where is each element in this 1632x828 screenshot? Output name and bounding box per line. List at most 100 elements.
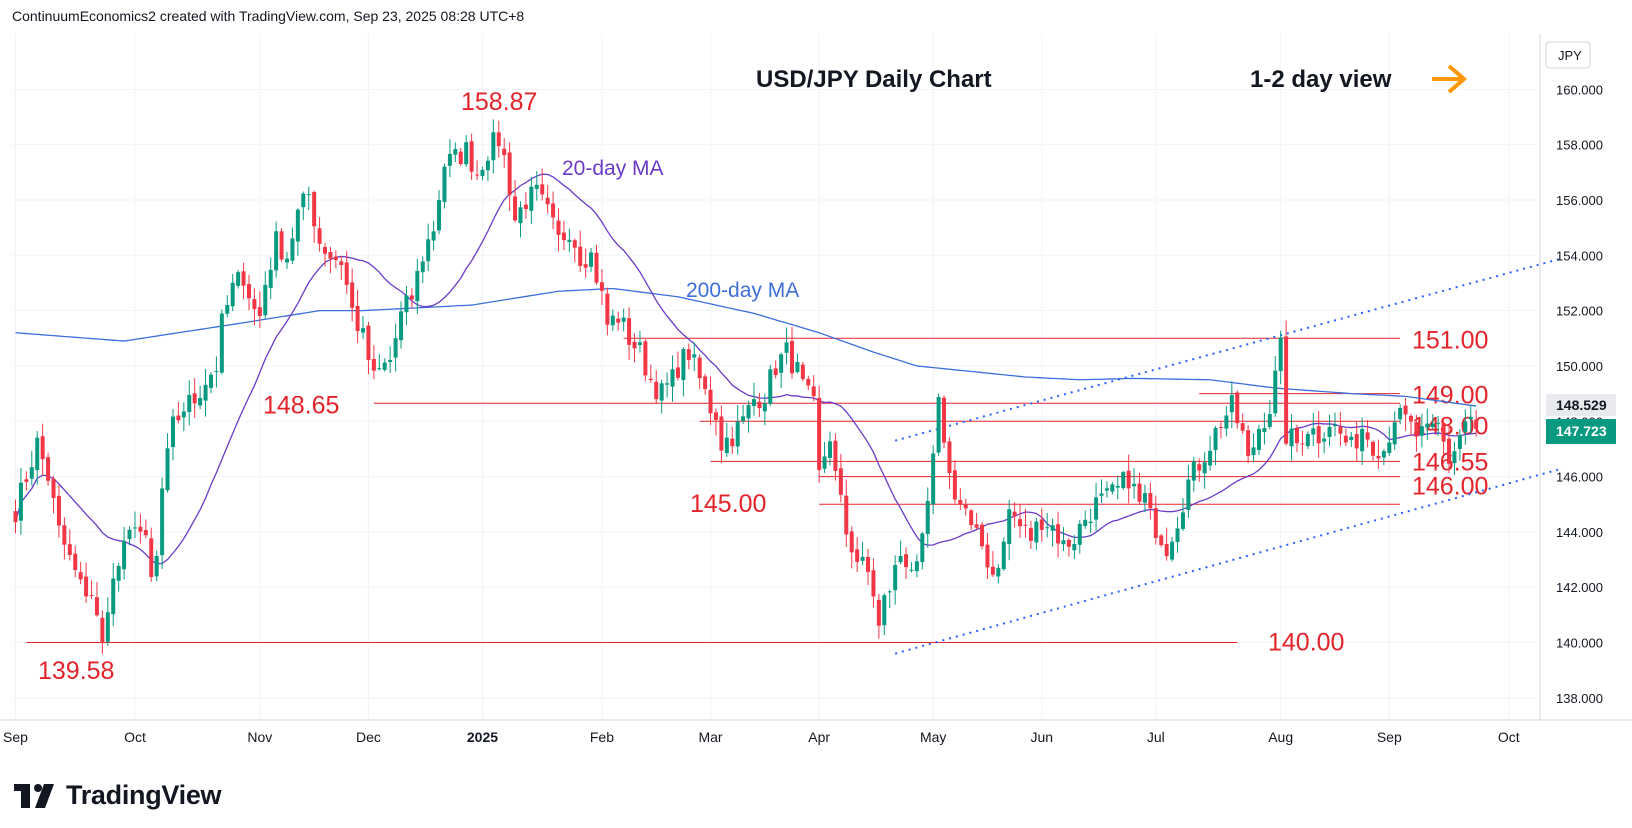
candle-body — [692, 354, 697, 358]
time-axis[interactable]: Sep Oct Nov Dec 2025 Feb Mar Apr May Jun Jul Aug Sep… — [0, 719, 1632, 745]
candle-body — [686, 349, 691, 360]
candle-body — [295, 209, 300, 242]
candle-body — [795, 361, 800, 373]
candle-body — [1050, 525, 1055, 531]
candle-down — [844, 479, 849, 548]
candle-up — [1077, 520, 1082, 554]
candle-up — [1392, 411, 1397, 450]
candle-body — [333, 256, 338, 260]
candle-body — [735, 421, 740, 447]
candle-body — [1056, 524, 1061, 544]
candle-up — [920, 531, 925, 570]
price-axis[interactable]: JPY 160.000 158.000 156.000 154.000 152.000 1… — [1539, 34, 1616, 720]
candle-up — [1115, 475, 1120, 500]
candle-up — [795, 353, 800, 374]
candle-body — [1300, 443, 1305, 445]
tradingview-logo[interactable]: TradingView — [14, 780, 222, 811]
candle-body — [399, 311, 404, 341]
candle-body — [969, 510, 974, 526]
candle-down — [312, 190, 317, 243]
candle-body — [105, 612, 110, 642]
candle-body — [828, 441, 832, 458]
candle-down — [675, 351, 680, 381]
candle-down — [56, 484, 61, 538]
candlestick-chart[interactable]: 151.00149.00148.65148.00146.55146.00145.… — [0, 0, 1632, 770]
candle-down — [1316, 410, 1321, 458]
ma200-value-badge — [1546, 394, 1616, 416]
time-tick-label: Apr — [808, 729, 830, 745]
candle-body — [507, 152, 512, 195]
candle-up — [1083, 510, 1088, 529]
candle-down — [789, 326, 794, 379]
candle-body — [393, 338, 398, 358]
candle-body — [1332, 424, 1337, 426]
candle-up — [1327, 414, 1332, 447]
currency-badge[interactable] — [1545, 41, 1591, 69]
candle-up — [1191, 456, 1196, 492]
candle-body — [94, 597, 99, 616]
candle-up — [170, 409, 175, 461]
candle-body — [1392, 422, 1397, 445]
candle-body — [648, 378, 653, 381]
candle-up — [377, 354, 382, 371]
candle-body — [1376, 456, 1381, 459]
candle-up — [1142, 484, 1147, 513]
candle-down — [1354, 422, 1359, 462]
candle-body — [122, 540, 127, 570]
candle-down — [876, 593, 881, 639]
candle-body — [312, 192, 317, 227]
candle-down — [469, 133, 474, 181]
candle-down — [1148, 482, 1153, 520]
candle-up — [404, 285, 409, 326]
candle-up — [198, 385, 203, 410]
candle-body — [78, 572, 83, 580]
candle-body — [100, 617, 105, 644]
price-tick-label: 152.000 — [1556, 304, 1603, 319]
candle-body — [931, 453, 936, 505]
candle-down — [176, 401, 181, 424]
price-tick-label: 160.000 — [1556, 82, 1603, 97]
candle-body — [236, 272, 241, 286]
candle-body — [627, 318, 632, 345]
candle-body — [1094, 497, 1099, 520]
candle-down — [855, 537, 860, 572]
candle-down — [328, 246, 333, 274]
candle-up — [1001, 537, 1006, 571]
candle-up — [1468, 404, 1473, 434]
candle-down — [143, 519, 148, 539]
candle-body — [1039, 519, 1044, 530]
candle-down — [73, 545, 78, 578]
candle-up — [1463, 409, 1468, 445]
candle-up — [925, 487, 930, 548]
candle-up — [1305, 431, 1310, 449]
candle-down — [838, 453, 843, 503]
candle-up — [659, 379, 664, 414]
candle-up — [1430, 414, 1435, 430]
candle-down — [1164, 527, 1169, 561]
candle-down — [990, 551, 995, 578]
candle-body — [1398, 407, 1403, 420]
candle-body — [1126, 470, 1131, 489]
candle-body — [127, 529, 132, 540]
candle-down — [78, 561, 83, 585]
candle-up — [1398, 404, 1403, 425]
candle-down — [703, 373, 708, 395]
candle-body — [170, 416, 175, 448]
candle-down — [551, 191, 556, 230]
candle-up — [208, 372, 213, 394]
candle-up — [453, 142, 458, 163]
candle-down — [62, 517, 67, 560]
candle-down — [350, 268, 355, 322]
candle-up — [29, 450, 34, 486]
candle-body — [914, 561, 919, 572]
candle-up — [1121, 470, 1126, 490]
candle-body — [665, 383, 670, 385]
candle-body — [1305, 434, 1310, 447]
candle-up — [393, 323, 398, 372]
candle-body — [1457, 435, 1462, 449]
time-tick-label: Oct — [1498, 729, 1520, 745]
candle-body — [643, 341, 648, 376]
candle-down — [323, 243, 328, 267]
ma-200-label: 200-day MA — [686, 279, 799, 302]
candle-down — [871, 558, 876, 608]
